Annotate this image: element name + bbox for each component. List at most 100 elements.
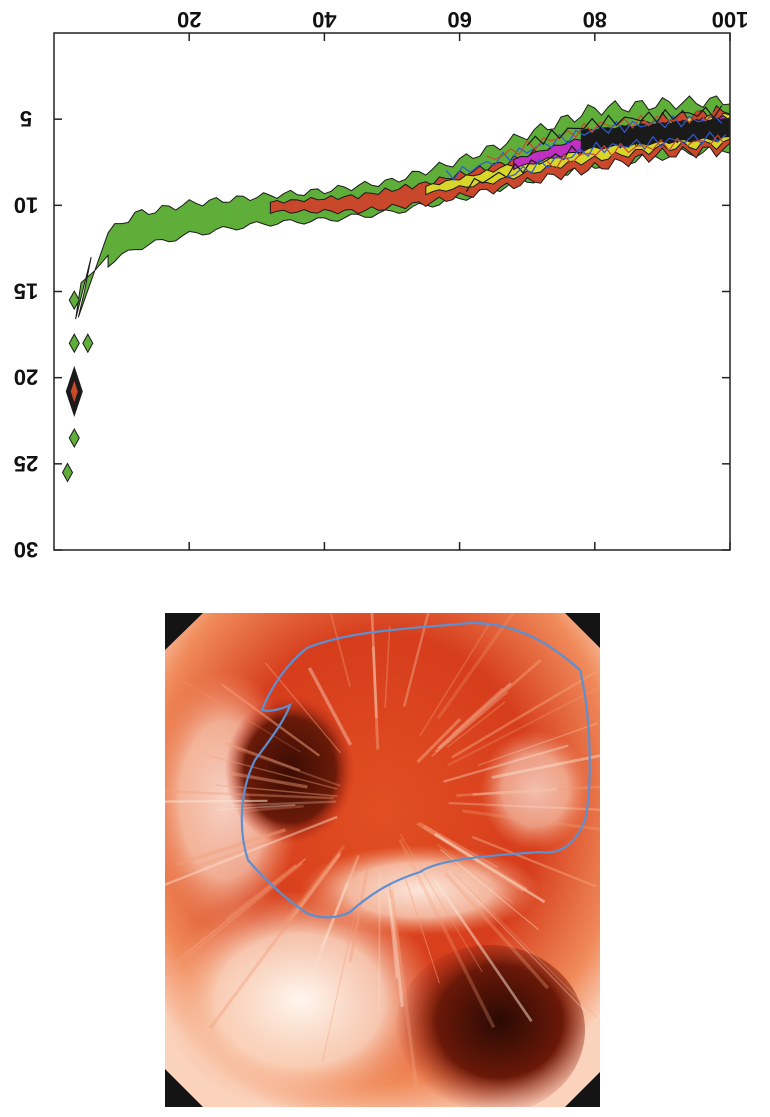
streak — [419, 624, 490, 736]
streak — [243, 804, 304, 813]
contour-line — [445, 114, 723, 181]
streak — [309, 613, 352, 688]
x-axis-ticks: 20 40 60 80 100 — [177, 7, 748, 550]
contour-blob — [61, 462, 74, 483]
streak — [221, 683, 320, 757]
y-tick-label: 20 — [14, 365, 38, 390]
streak — [398, 838, 496, 1029]
streak — [478, 722, 598, 766]
tissue-streaks — [165, 613, 600, 1091]
streak — [234, 747, 341, 787]
streak — [305, 854, 360, 990]
streak — [224, 741, 301, 772]
x-tick-label: 20 — [177, 7, 201, 32]
streak — [434, 832, 546, 904]
white-glare-center — [300, 845, 540, 935]
contour-line — [506, 131, 727, 178]
contour-line — [486, 109, 723, 161]
streak — [443, 871, 550, 990]
streak — [471, 835, 597, 888]
streak — [448, 870, 586, 1012]
streak — [443, 744, 569, 783]
streak — [231, 800, 336, 807]
streak — [320, 882, 349, 949]
streak — [229, 771, 308, 789]
lumen-upper — [225, 695, 355, 845]
contour-blob — [68, 333, 80, 354]
streak — [264, 662, 342, 754]
streak — [436, 843, 514, 904]
streak — [165, 862, 304, 981]
streak — [448, 801, 600, 811]
streak — [419, 821, 498, 869]
streak — [447, 673, 600, 767]
y-tick-label: 25 — [14, 451, 38, 476]
streak — [165, 858, 307, 970]
streak — [165, 815, 338, 898]
streak — [371, 646, 380, 750]
streak — [216, 804, 296, 811]
y-tick-label: 5 — [20, 106, 32, 131]
streak — [207, 754, 338, 790]
streak — [176, 828, 286, 866]
streak — [434, 659, 542, 753]
streak — [416, 718, 462, 764]
streak — [215, 784, 338, 797]
streak — [294, 853, 341, 914]
y-tick-label: 30 — [14, 537, 38, 562]
streak — [387, 893, 398, 979]
contour-bands — [61, 95, 730, 483]
streak — [287, 851, 342, 922]
contour-line — [526, 105, 723, 146]
contour-line — [465, 128, 727, 193]
endoscopy-image — [165, 613, 600, 1107]
streak — [225, 864, 297, 920]
contour-plot: 20 40 60 80 100 5 10 15 20 25 30 — [14, 7, 749, 562]
region-outline — [240, 621, 591, 919]
contour-blob-core — [69, 378, 79, 405]
plot-frame — [53, 32, 731, 551]
streak — [472, 788, 558, 796]
streak — [348, 866, 370, 963]
streak — [431, 691, 509, 757]
white-glare-right — [480, 730, 590, 850]
streak — [307, 667, 353, 746]
x-tick-label: 80 — [583, 7, 607, 32]
streak — [433, 878, 533, 1023]
contour-blob — [82, 333, 94, 354]
y-tick-label: 10 — [14, 192, 38, 217]
streak — [451, 687, 504, 735]
x-tick-label: 40 — [312, 7, 336, 32]
streak — [440, 849, 539, 930]
white-glare-bottom — [165, 890, 440, 1107]
streak — [165, 788, 334, 800]
streak — [378, 872, 381, 1014]
streak — [402, 613, 432, 707]
streak — [399, 834, 483, 973]
streak — [392, 905, 405, 992]
contour-blob — [68, 427, 80, 449]
streak — [389, 889, 419, 1091]
x-tick-label: 60 — [447, 7, 471, 32]
contour-level-5 — [580, 117, 730, 152]
streak — [321, 899, 359, 1062]
streak — [437, 682, 512, 750]
streak — [276, 845, 346, 932]
streak — [165, 799, 268, 804]
x-tick-label: 100 — [712, 7, 749, 32]
streak — [369, 613, 378, 718]
streak — [456, 782, 600, 797]
contour-line — [547, 134, 727, 171]
streak — [436, 613, 527, 720]
streak — [404, 878, 440, 984]
y-tick-label: 15 — [14, 279, 38, 304]
streak — [452, 872, 598, 1018]
y-axis-ticks: 5 10 15 20 25 30 — [14, 106, 730, 562]
lumen-lower — [395, 945, 585, 1107]
streak — [388, 883, 403, 996]
streak — [384, 626, 391, 708]
streak — [181, 679, 301, 753]
streak — [209, 853, 341, 1029]
streak — [462, 809, 600, 838]
